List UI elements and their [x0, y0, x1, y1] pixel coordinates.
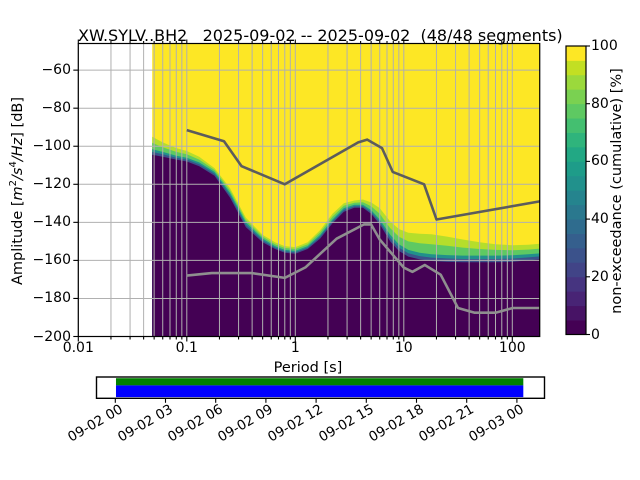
- y-axis-label-text: Amplitude [: [9, 200, 26, 286]
- colorbar-band: [566, 146, 586, 162]
- plot-frame: [77, 42, 541, 338]
- colorbar-band: [566, 320, 586, 335]
- y-tick-label: −140: [32, 214, 71, 231]
- colorbar-band: [566, 103, 586, 119]
- colorbar-frame: [565, 45, 587, 336]
- colorbar-tick-label: 100: [591, 38, 618, 54]
- y-tick-label: −120: [32, 176, 71, 193]
- x-tick-label: 1: [290, 339, 300, 356]
- chart-title: XW.SYLV..BH2 2025-09-02 -- 2025-09-02 (4…: [78, 26, 563, 45]
- y-tick-label: −180: [32, 290, 71, 307]
- y-tick-label: −160: [32, 252, 71, 269]
- colorbar-band: [566, 46, 586, 61]
- colorbar-tick-label: 40: [591, 211, 609, 228]
- colorbar-band: [566, 89, 586, 105]
- colorbar-tick-label: 0: [591, 326, 600, 343]
- colorbar-tick-label: 60: [591, 153, 609, 170]
- y-tick-label: −80: [41, 100, 71, 117]
- y-tick-label: −60: [41, 62, 71, 79]
- coverage-data-bar: [115, 385, 524, 398]
- x-tick-label: 0.1: [175, 339, 198, 356]
- colorbar-band: [566, 60, 586, 76]
- colorbar-band: [566, 262, 586, 278]
- nlnm-curve: [186, 223, 540, 314]
- colorbar-tick-label: 20: [591, 268, 609, 285]
- ppsd-band-05: [152, 154, 540, 337]
- colorbar-tick-label: 80: [591, 95, 609, 112]
- colorbar-band: [566, 204, 586, 220]
- colorbar-label: non-exceedance (cumulative) [%]: [609, 68, 625, 314]
- x-tick-label: 10: [394, 339, 413, 356]
- colorbar-band: [566, 247, 586, 263]
- colorbar-band: [566, 118, 586, 133]
- x-tick-label: 0.01: [62, 339, 94, 356]
- colorbar-band: [566, 175, 586, 191]
- colorbar-band: [566, 161, 586, 177]
- nhnm-curve: [186, 128, 540, 221]
- coverage-psd-bar: [115, 378, 524, 386]
- y-axis-label-sup4: 4: [8, 161, 19, 168]
- colorbar-band: [566, 305, 586, 321]
- colorbar-band: [566, 132, 586, 148]
- x-tick-label: 100: [498, 339, 526, 356]
- y-tick-label: −100: [32, 138, 71, 155]
- colorbar-band: [566, 276, 586, 292]
- x-axis-label: Period [s]: [273, 360, 343, 376]
- colorbar-band: [566, 219, 586, 234]
- colorbar-band: [566, 233, 586, 249]
- colorbar-band: [566, 190, 586, 206]
- y-tick-label: −200: [32, 328, 71, 345]
- colorbar-band: [566, 74, 586, 90]
- colorbar-band: [566, 291, 586, 307]
